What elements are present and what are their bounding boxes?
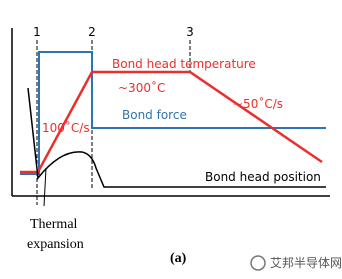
expansion-label: expansion [27, 237, 84, 252]
pointer [43, 167, 47, 207]
watermark-icon [250, 255, 266, 271]
caption: (a) [170, 251, 187, 266]
force-curve [20, 51, 326, 175]
peak-label: ~300˚C [118, 80, 165, 95]
temperature-curve [20, 70, 323, 174]
position-curve [27, 87, 326, 188]
stage-label: 3 [186, 25, 194, 39]
temperature-label: Bond head temperature [112, 57, 256, 71]
stage-label: 2 [88, 25, 96, 39]
watermark: 艾邦半导体网 [270, 256, 342, 270]
position-label: Bond head position [205, 170, 321, 184]
force-label: Bond force [122, 108, 187, 122]
cool-rate-label: ~50˚C/s [233, 96, 283, 111]
heat-rate-label: 100˚C/s [42, 120, 90, 135]
stage-label: 1 [33, 25, 41, 39]
thermal-label: Thermal [30, 217, 78, 232]
